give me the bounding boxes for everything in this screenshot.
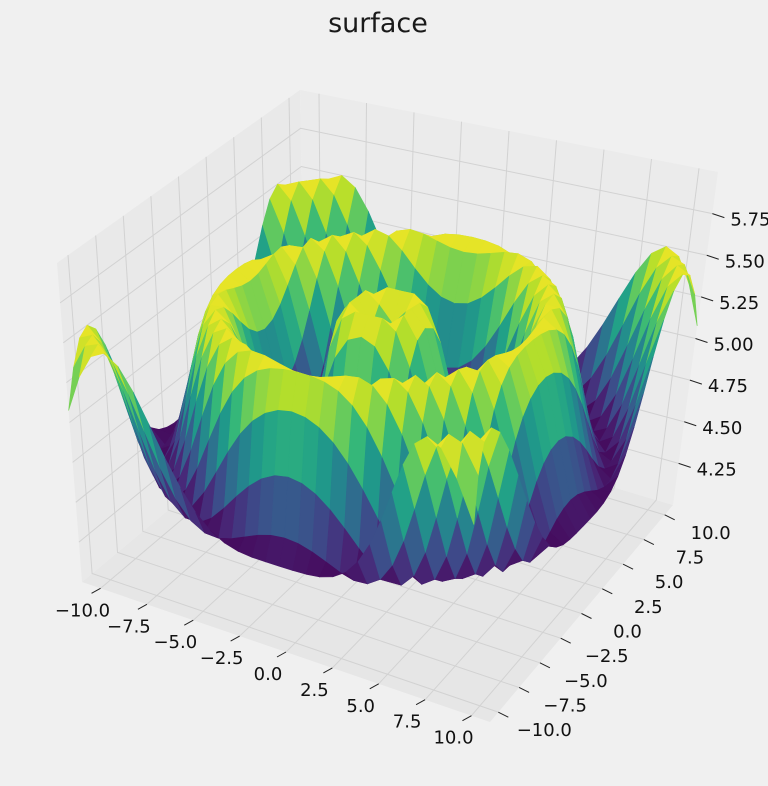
y-tick-label: −10.0 bbox=[517, 720, 572, 741]
z-tick-mark bbox=[706, 254, 719, 260]
y-tick-label: 10.0 bbox=[691, 523, 731, 544]
x-tick-label: 7.5 bbox=[393, 712, 422, 733]
y-tick-label: −7.5 bbox=[543, 696, 587, 717]
y-tick-mark bbox=[664, 514, 675, 521]
grid-line-y bbox=[122, 215, 541, 664]
z-tick-label: 5.75 bbox=[730, 210, 768, 231]
x-tick-label: 10.0 bbox=[433, 728, 473, 749]
x-tick-label: −10.0 bbox=[55, 600, 110, 621]
x-tick-label: 0.0 bbox=[254, 664, 283, 685]
y-tick-mark bbox=[643, 539, 655, 545]
x-tick-mark bbox=[230, 635, 240, 642]
grid-line-y bbox=[150, 196, 561, 639]
grid-line-z bbox=[59, 127, 713, 304]
x-tick-mark bbox=[184, 619, 194, 626]
y-tick-label: 7.5 bbox=[676, 548, 705, 569]
z-tick-label: 5.25 bbox=[719, 293, 759, 314]
x-tick-mark bbox=[462, 715, 472, 722]
y-tick-label: −5.0 bbox=[564, 671, 608, 692]
z-tick-label: 4.75 bbox=[708, 376, 748, 397]
x-tick-mark bbox=[91, 587, 101, 594]
y-tick-mark bbox=[602, 588, 613, 595]
x-tick-label: −2.5 bbox=[200, 648, 244, 669]
z-tick-mark bbox=[678, 462, 691, 468]
surface-facet bbox=[456, 442, 479, 525]
z-tick-label: 5.50 bbox=[725, 251, 765, 272]
z-tick-mark bbox=[712, 213, 725, 219]
y-tick-mark bbox=[498, 711, 509, 718]
y-tick-mark bbox=[581, 613, 592, 619]
chart-title: surface bbox=[328, 8, 428, 39]
y-tick-label: −2.5 bbox=[585, 646, 629, 667]
y-tick-mark bbox=[518, 687, 530, 693]
z-tick-label: 5.00 bbox=[714, 335, 754, 356]
z-tick-label: 4.50 bbox=[702, 418, 742, 439]
x-tick-mark bbox=[137, 603, 148, 610]
surface-mesh bbox=[68, 174, 698, 586]
y-tick-label: 2.5 bbox=[634, 597, 663, 618]
z-tick-mark bbox=[700, 296, 714, 302]
y-tick-mark bbox=[539, 662, 551, 669]
y-tick-label: 0.0 bbox=[613, 622, 642, 643]
x-tick-label: −5.0 bbox=[153, 632, 197, 653]
z-tick-mark bbox=[684, 421, 697, 427]
z-tick-mark bbox=[689, 379, 703, 385]
x-tick-mark bbox=[276, 651, 287, 658]
x-tick-mark bbox=[369, 683, 379, 690]
x-tick-label: −7.5 bbox=[107, 616, 151, 637]
axis-ticks: −10.0−7.5−5.0−2.50.02.55.07.510.0 −10.0−7… bbox=[55, 210, 768, 749]
z-tick-mark bbox=[695, 338, 708, 343]
grid-line-x bbox=[471, 168, 700, 716]
x-tick-label: 5.0 bbox=[346, 696, 375, 717]
x-tick-label: 2.5 bbox=[300, 680, 329, 701]
y-tick-mark bbox=[560, 637, 571, 644]
y-tick-label: 5.0 bbox=[655, 572, 684, 593]
x-tick-mark bbox=[323, 667, 333, 674]
x-tick-mark bbox=[415, 699, 426, 706]
z-tick-label: 4.25 bbox=[697, 459, 737, 480]
grid-line-z bbox=[63, 165, 707, 344]
y-tick-mark bbox=[622, 563, 634, 570]
